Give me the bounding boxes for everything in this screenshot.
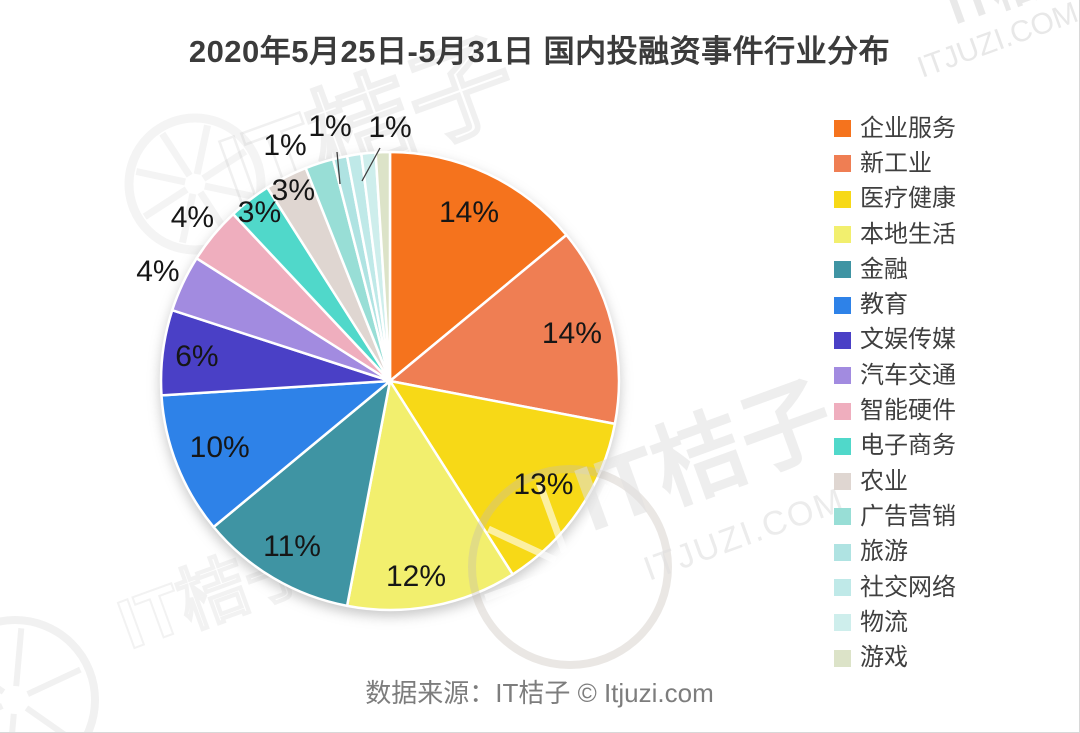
legend-label-14: 物流 — [860, 608, 908, 636]
data-source-note: 数据来源：IT桔子 © Itjuzi.com — [365, 678, 714, 708]
legend-label-3: 本地生活 — [860, 220, 956, 248]
legend-label-12: 旅游 — [860, 538, 908, 566]
pie-percent-label-4: 11% — [263, 529, 321, 563]
legend-item-5: 教育 — [834, 287, 956, 322]
legend-swatch-10 — [834, 473, 851, 491]
legend-label-7: 汽车交通 — [860, 361, 956, 389]
legend-swatch-1 — [834, 155, 851, 173]
legend-swatch-5 — [834, 296, 851, 314]
legend-item-4: 金融 — [834, 252, 956, 287]
legend-swatch-6 — [834, 331, 851, 349]
pie-slice-0 — [388, 150, 568, 383]
legend-item-12: 旅游 — [834, 535, 956, 570]
legend-label-1: 新工业 — [860, 149, 932, 177]
pie-percent-label-3: 12% — [385, 560, 447, 593]
legend-label-15: 游戏 — [860, 644, 908, 672]
pie-percent-label-9: 3% — [237, 195, 282, 229]
legend-item-10: 农业 — [834, 464, 956, 499]
pie-percent-label-6: 6% — [175, 339, 219, 373]
chart-title: 2020年5月25日-5月31日 国内投融资事件行业分布 — [188, 34, 891, 69]
itjuzi-wheel-watermark-bottom-left — [0, 616, 99, 732]
legend-swatch-9 — [834, 437, 851, 455]
pie-percent-label-5: 10% — [189, 431, 250, 465]
legend-item-6: 文娱传媒 — [834, 323, 956, 358]
legend-swatch-11 — [834, 508, 851, 526]
pie-percent-label-12: 1% — [308, 110, 352, 143]
pie-percent-label-11: 1% — [263, 129, 307, 162]
legend-item-7: 汽车交通 — [834, 358, 956, 393]
pie-percent-label-8: 4% — [170, 200, 215, 234]
pie-slice-1 — [388, 233, 621, 426]
legend-label-0: 企业服务 — [860, 114, 956, 142]
pie-slice-5 — [160, 379, 392, 529]
legend-swatch-15 — [834, 649, 851, 667]
legend-label-8: 智能硬件 — [860, 397, 956, 425]
legend-swatch-8 — [834, 402, 851, 420]
pie-slice-3 — [345, 379, 514, 612]
legend-label-11: 广告营销 — [860, 502, 956, 530]
legend-swatch-12 — [834, 543, 851, 561]
legend: 企业服务新工业医疗健康本地生活金融教育文娱传媒汽车交通智能硬件电子商务农业广告营… — [834, 111, 956, 676]
legend-item-13: 社交网络 — [834, 570, 956, 605]
legend-item-8: 智能硬件 — [834, 393, 956, 428]
legend-item-3: 本地生活 — [834, 217, 956, 252]
label-leader-lines — [336, 147, 381, 185]
pie-percent-label-2: 13% — [513, 468, 574, 502]
legend-item-2: 医疗健康 — [834, 182, 956, 217]
legend-swatch-2 — [834, 190, 851, 208]
legend-swatch-4 — [834, 261, 851, 279]
legend-item-15: 游戏 — [834, 640, 956, 675]
legend-swatch-3 — [834, 226, 851, 244]
itjuzi-wheel-watermark-center — [468, 465, 672, 669]
legend-label-4: 金融 — [860, 255, 908, 283]
legend-swatch-7 — [834, 367, 851, 385]
legend-label-5: 教育 — [860, 291, 908, 319]
legend-label-10: 农业 — [860, 467, 908, 495]
legend-item-0: 企业服务 — [834, 111, 956, 146]
legend-item-1: 新工业 — [834, 146, 956, 181]
pie-percent-label-7: 4% — [136, 254, 180, 288]
legend-label-6: 文娱传媒 — [860, 326, 956, 354]
pie-percent-label-13: 1% — [368, 111, 412, 144]
pie-slice-4 — [212, 379, 392, 608]
legend-label-2: 医疗健康 — [860, 185, 956, 213]
legend-swatch-0 — [834, 120, 851, 138]
pie-slices — [159, 150, 621, 612]
pie-slice-15 — [374, 150, 392, 383]
pie-percent-label-0: 14% — [438, 196, 499, 230]
legend-item-9: 电子商务 — [834, 429, 956, 464]
pie-percent-label-1: 14% — [541, 317, 602, 351]
legend-swatch-13 — [834, 579, 851, 596]
legend-item-14: 物流 — [834, 605, 956, 640]
legend-item-11: 广告营销 — [834, 499, 956, 534]
legend-label-13: 社交网络 — [860, 573, 956, 601]
pie-percent-label-10: 3% — [271, 174, 315, 208]
legend-label-9: 电子商务 — [860, 432, 956, 460]
legend-swatch-14 — [834, 614, 851, 632]
